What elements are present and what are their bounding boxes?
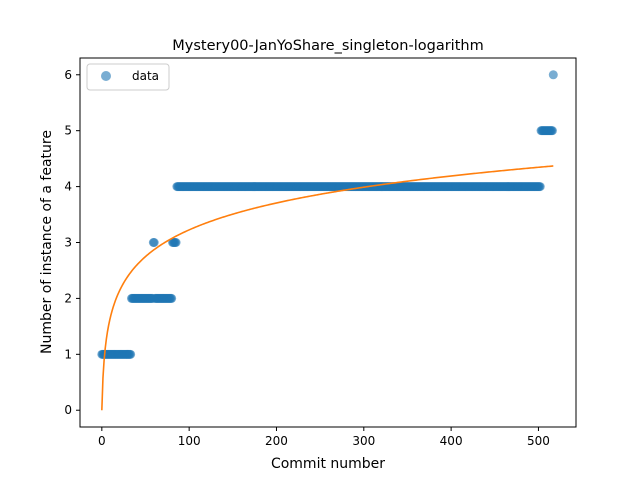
data-points <box>97 70 558 359</box>
data-point <box>535 182 545 192</box>
legend-label-data: data <box>132 69 159 83</box>
x-tick-label: 500 <box>527 434 550 448</box>
legend: data <box>86 63 170 91</box>
fit-line-layer <box>101 165 554 411</box>
y-tick-label: 1 <box>64 347 72 361</box>
data-point <box>171 238 181 247</box>
data-point <box>149 238 159 247</box>
x-tick-label: 200 <box>265 434 288 448</box>
data-point <box>548 70 558 80</box>
data-point <box>547 126 557 136</box>
y-axis-label: Number of instance of a feature <box>39 130 55 354</box>
y-tick-label: 5 <box>64 124 72 138</box>
legend-box <box>86 63 170 91</box>
y-axis: 0 1 2 3 4 5 6 <box>64 68 80 417</box>
y-tick-label: 2 <box>64 291 72 305</box>
y-tick-label: 4 <box>64 180 72 194</box>
y-tick-label: 3 <box>64 236 72 250</box>
chart-title: Mystery00-JanYoShare_singleton-logarithm <box>172 38 483 54</box>
legend-marker-data <box>101 71 111 81</box>
y-tick-label: 6 <box>64 68 72 82</box>
x-tick-label: 400 <box>440 434 463 448</box>
y-tick-label: 0 <box>64 403 72 417</box>
data-point <box>126 349 136 359</box>
x-axis-label: Commit number <box>271 456 385 472</box>
fit-line <box>101 165 554 411</box>
x-tick-label: 0 <box>98 434 106 448</box>
x-tick-label: 300 <box>352 434 375 448</box>
x-axis: 0 100 200 300 400 500 <box>98 427 550 448</box>
x-tick-label: 100 <box>178 434 201 448</box>
data-point <box>167 293 177 303</box>
